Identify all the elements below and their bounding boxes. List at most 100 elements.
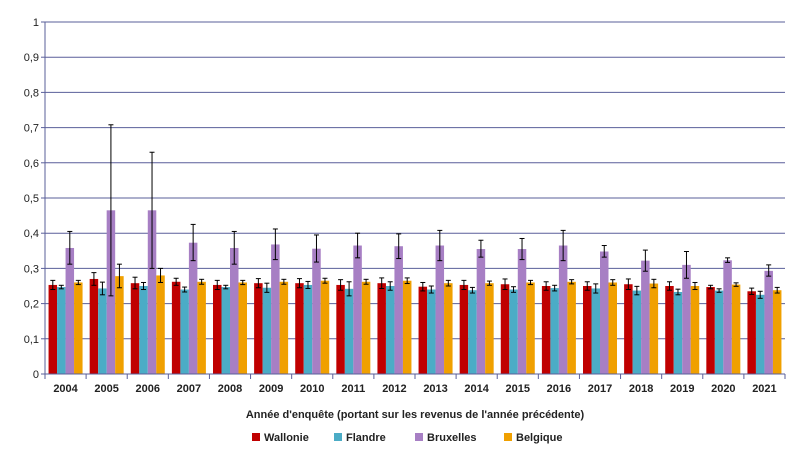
bar-bruxelles-2006 xyxy=(147,210,157,374)
bar-belgique-2017 xyxy=(608,282,617,374)
error-bar-wallonie-2005 xyxy=(91,272,97,286)
legend-item-wallonie: Wallonie xyxy=(252,432,309,444)
x-tick-label: 2004 xyxy=(53,383,78,395)
bar-wallonie-2005 xyxy=(89,278,99,374)
bar-flandre-2019 xyxy=(673,291,683,374)
error-bar-belgique-2010 xyxy=(322,277,328,284)
legend-item-flandre: Flandre xyxy=(334,432,386,444)
grid xyxy=(45,21,785,340)
bar-flandre-2007 xyxy=(180,289,189,374)
error-bar-belgique-2018 xyxy=(651,278,657,289)
error-bar-belgique-2009 xyxy=(281,278,287,285)
bar-bruxelles-2012 xyxy=(394,246,403,374)
bar-bruxelles-2016 xyxy=(558,245,568,374)
error-bar-flandre-2013 xyxy=(428,285,434,294)
bar-belgique-2004 xyxy=(74,282,83,374)
error-bar-wallonie-2004 xyxy=(50,279,56,291)
error-bar-bruxelles-2006 xyxy=(149,151,155,269)
legend-swatch xyxy=(415,433,423,441)
bar-belgique-2010 xyxy=(320,280,330,374)
bar-flandre-2012 xyxy=(385,286,395,374)
bars xyxy=(48,210,782,374)
error-bar-belgique-2014 xyxy=(486,280,492,286)
error-bar-bruxelles-2020 xyxy=(725,257,731,263)
bar-wallonie-2009 xyxy=(254,283,263,374)
error-bar-wallonie-2017 xyxy=(584,281,590,291)
bar-belgique-2011 xyxy=(361,281,371,374)
error-bar-flandre-2005 xyxy=(99,281,105,296)
x-tick-label: 2018 xyxy=(629,383,653,395)
y-tick-label: 0,4 xyxy=(24,228,39,240)
error-bar-bruxelles-2010 xyxy=(313,234,319,263)
bar-belgique-2021 xyxy=(772,290,782,374)
x-tick-label: 2016 xyxy=(547,383,571,395)
x-tick-label: 2010 xyxy=(300,383,324,395)
legend-swatch xyxy=(504,433,512,441)
x-tick-label: 2013 xyxy=(423,383,447,395)
y-tick-label: 0,3 xyxy=(24,263,39,275)
y-tick-label: 0,2 xyxy=(24,299,39,311)
error-bar-wallonie-2016 xyxy=(543,281,549,291)
error-bar-flandre-2009 xyxy=(264,282,270,293)
bar-wallonie-2015 xyxy=(500,284,510,374)
error-bar-flandre-2011 xyxy=(346,281,352,297)
bar-bruxelles-2017 xyxy=(600,251,609,374)
bar-wallonie-2017 xyxy=(583,286,592,374)
error-bar-bruxelles-2018 xyxy=(642,249,648,272)
legend-label: Wallonie xyxy=(264,432,309,444)
bar-flandre-2018 xyxy=(632,290,642,374)
bar-wallonie-2018 xyxy=(624,284,633,374)
error-bar-wallonie-2010 xyxy=(296,278,302,289)
error-bar-wallonie-2006 xyxy=(132,276,138,290)
error-bar-bruxelles-2021 xyxy=(766,264,772,277)
error-bar-belgique-2017 xyxy=(610,279,616,286)
error-bar-flandre-2006 xyxy=(141,281,147,291)
x-tick-label: 2006 xyxy=(136,383,160,395)
bar-bruxelles-2007 xyxy=(188,242,198,374)
legend-item-bruxelles: Bruxelles xyxy=(415,432,477,444)
x-tick-label: 2017 xyxy=(588,383,612,395)
axes xyxy=(41,21,786,379)
error-bar-belgique-2020 xyxy=(733,282,739,287)
bar-flandre-2011 xyxy=(344,288,354,374)
bar-flandre-2014 xyxy=(468,290,477,374)
error-bar-belgique-2005 xyxy=(116,263,122,289)
error-bar-bruxelles-2019 xyxy=(683,251,689,279)
error-bar-bruxelles-2017 xyxy=(601,245,607,258)
error-bar-wallonie-2009 xyxy=(255,278,261,289)
x-axis-ticks: 2004 2005 2006 2007 2008 2009 2010 2011 2012 2013… xyxy=(53,383,776,395)
error-bars xyxy=(50,124,780,299)
error-bar-belgique-2016 xyxy=(569,279,575,285)
bar-flandre-2017 xyxy=(591,288,600,374)
bar-wallonie-2004 xyxy=(48,284,58,374)
error-bar-flandre-2017 xyxy=(593,283,599,294)
error-bar-wallonie-2020 xyxy=(708,284,714,290)
legend-swatch xyxy=(334,433,342,441)
bar-bruxelles-2010 xyxy=(312,248,321,374)
bar-bruxelles-2015 xyxy=(517,249,527,374)
bar-belgique-2007 xyxy=(197,281,206,374)
bar-flandre-2004 xyxy=(57,287,66,374)
error-bar-wallonie-2012 xyxy=(379,277,385,289)
y-tick-label: 1 xyxy=(33,17,39,29)
error-bar-belgique-2013 xyxy=(445,279,451,287)
error-bar-wallonie-2018 xyxy=(625,278,631,291)
x-tick-label: 2007 xyxy=(177,383,201,395)
error-bar-bruxelles-2014 xyxy=(478,239,484,258)
bar-wallonie-2010 xyxy=(295,283,304,374)
error-bar-flandre-2010 xyxy=(305,280,311,289)
x-tick-label: 2011 xyxy=(341,383,365,395)
error-bar-bruxelles-2005 xyxy=(108,124,114,297)
error-bar-flandre-2015 xyxy=(511,286,517,293)
error-bar-bruxelles-2012 xyxy=(396,233,402,260)
bar-wallonie-2007 xyxy=(171,281,181,374)
x-tick-label: 2009 xyxy=(259,383,283,395)
error-bar-belgique-2008 xyxy=(240,279,246,286)
bar-wallonie-2008 xyxy=(213,284,222,374)
legend-label: Bruxelles xyxy=(427,432,477,444)
error-bar-bruxelles-2016 xyxy=(560,229,566,262)
error-bar-wallonie-2019 xyxy=(666,281,672,291)
bar-flandre-2010 xyxy=(303,284,313,374)
error-bar-flandre-2019 xyxy=(675,288,681,296)
bar-belgique-2018 xyxy=(649,283,659,374)
